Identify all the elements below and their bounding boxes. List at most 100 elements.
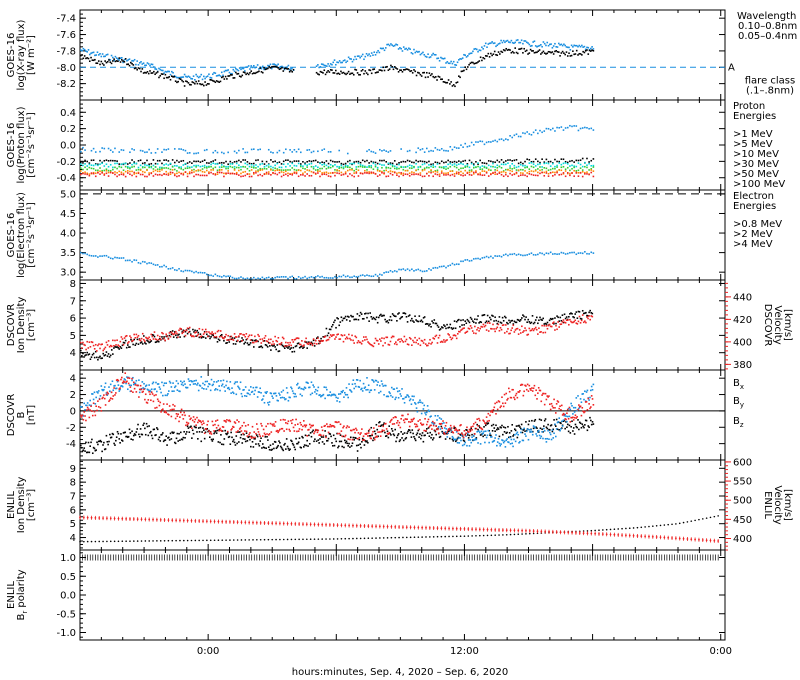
data-point [281, 448, 284, 451]
data-point [327, 151, 330, 153]
data-point [91, 353, 94, 356]
data-point [425, 56, 428, 58]
data-point [220, 76, 223, 79]
data-point [528, 253, 531, 255]
data-point [259, 167, 262, 170]
data-point [541, 166, 543, 168]
data-point [340, 162, 343, 165]
data-point [540, 318, 542, 321]
data-point [443, 174, 445, 176]
data-point [154, 264, 157, 266]
data-point [109, 354, 112, 357]
data-point [592, 252, 595, 254]
data-point [528, 133, 531, 135]
data-point [141, 260, 144, 263]
data-point [116, 380, 119, 383]
data-point [129, 173, 131, 176]
data-point [163, 439, 166, 442]
data-point [295, 150, 298, 153]
data-point [482, 314, 485, 316]
data-point [334, 394, 337, 397]
data-point [282, 449, 285, 452]
data-point [554, 173, 556, 176]
data-point [494, 330, 496, 333]
data-point [460, 144, 462, 146]
data-point [275, 395, 278, 397]
data-point [439, 435, 442, 438]
data-point [400, 173, 402, 175]
data-point [558, 326, 561, 328]
data-point [115, 344, 117, 346]
data-point [434, 335, 437, 338]
data-point [253, 437, 256, 440]
data-point [559, 316, 562, 319]
data-point [178, 167, 180, 169]
data-point [170, 386, 173, 388]
data-point [505, 160, 507, 162]
data-point [555, 418, 558, 421]
data-point [129, 346, 131, 348]
data-point [182, 329, 185, 332]
data-point [272, 166, 274, 169]
data-point [537, 430, 539, 432]
data-point [104, 382, 107, 385]
data-point [582, 50, 584, 53]
data-point [487, 256, 490, 259]
data-point [534, 165, 537, 167]
data-point [175, 330, 177, 333]
data-point [497, 51, 500, 53]
data-point [118, 57, 121, 59]
data-point [447, 159, 449, 162]
data-point [97, 169, 99, 172]
data-point [290, 439, 292, 442]
data-point [169, 432, 172, 435]
data-point [304, 171, 306, 173]
data-point [436, 419, 438, 421]
data-point [129, 335, 131, 337]
data-point [359, 165, 362, 168]
data-point [349, 162, 351, 165]
data-point [429, 56, 432, 58]
data-point [163, 173, 165, 175]
data-point [413, 435, 415, 438]
data-point [223, 274, 225, 277]
data-point [524, 164, 526, 167]
series--2-mev [80, 250, 595, 281]
data-point [120, 166, 123, 169]
data-point [147, 72, 150, 75]
data-point [438, 166, 441, 168]
data-point [197, 164, 200, 167]
data-point [139, 428, 142, 430]
data-point [426, 432, 429, 434]
data-point [448, 428, 450, 431]
data-point [507, 254, 509, 257]
data-point [238, 174, 240, 176]
data-point [534, 169, 537, 172]
data-point [468, 169, 471, 172]
data-point [532, 174, 535, 176]
data-point [389, 170, 392, 172]
data-point [358, 314, 361, 317]
data-point [145, 384, 148, 387]
data-point [107, 147, 110, 150]
data-point [116, 171, 118, 174]
data-point [112, 60, 114, 62]
data-point [332, 160, 334, 163]
data-point [107, 443, 109, 446]
data-point [347, 396, 349, 399]
data-point [109, 390, 111, 393]
data-point [193, 271, 195, 274]
data-point [137, 334, 140, 337]
y-label-line: [cm⁻³] [26, 309, 37, 341]
data-point [132, 383, 135, 386]
data-point [440, 160, 443, 163]
data-point [378, 421, 380, 424]
data-point [584, 48, 587, 51]
data-point [396, 320, 398, 322]
data-point [453, 263, 456, 266]
data-point [538, 418, 541, 421]
data-point [167, 76, 169, 79]
data-point [132, 376, 134, 379]
data-point [511, 41, 514, 44]
data-point [123, 61, 126, 63]
